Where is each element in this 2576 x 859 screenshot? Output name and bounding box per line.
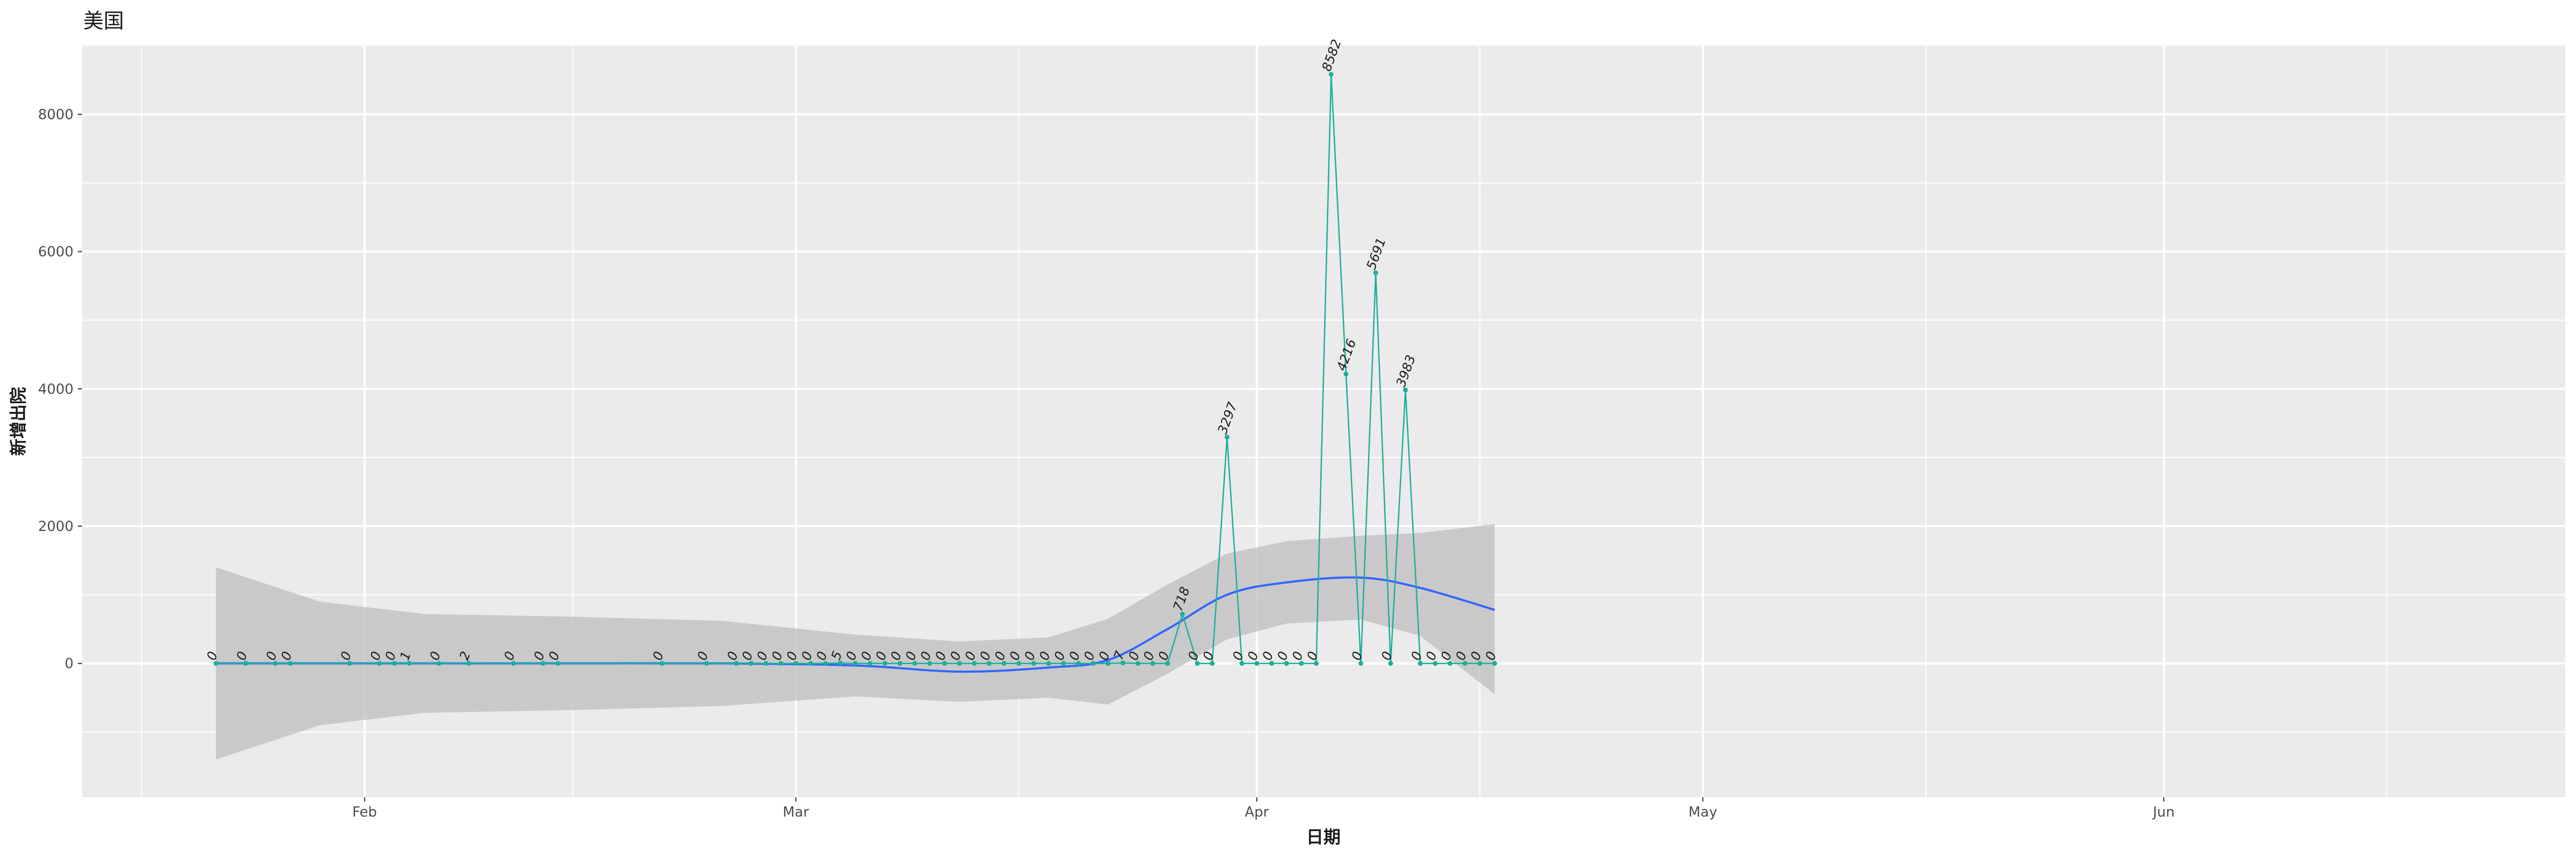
data-point [912,661,918,666]
data-point [1180,612,1185,617]
data-point [540,661,546,666]
x-tick-label: May [1688,804,1717,820]
data-point [660,661,665,666]
data-point [347,661,353,666]
data-point [882,661,888,666]
data-point [957,661,962,666]
data-point [927,661,932,666]
data-point [1120,660,1125,666]
confidence-band [216,524,1495,760]
data-point [1358,661,1364,666]
data-points [213,71,1497,666]
data-point [555,661,561,666]
data-point [1269,661,1275,666]
x-axis-ticks: Feb Mar Apr May Jun [352,797,2175,820]
data-point [466,660,471,666]
data-point [749,661,754,666]
data-point [1328,71,1334,77]
data-point [1314,661,1319,666]
data-point [1210,661,1215,666]
data-point [823,661,828,666]
data-point [1106,661,1111,666]
data-point [734,661,739,666]
data-point [288,661,293,666]
data-point [1432,661,1438,666]
data-point [1061,661,1066,666]
data-point [1388,661,1393,666]
data-point [1239,661,1245,666]
data-point [510,661,516,666]
data-point [1284,661,1289,666]
data-point [392,661,397,666]
data-point [407,661,412,666]
data-point [1373,270,1378,275]
y-axis-title: 新增出院 [8,387,28,456]
data-point [897,661,903,666]
data-point [1299,661,1304,666]
data-point [436,661,442,666]
data-point [1224,434,1230,440]
data-point [971,661,977,666]
grid-lines [82,46,2565,797]
data-point [1046,661,1051,666]
data-point [1195,661,1200,666]
y-tick-label: 8000 [38,107,74,123]
x-tick-label: Feb [352,804,377,820]
data-point [1403,387,1408,392]
data-point [1150,661,1155,666]
y-tick-label: 2000 [38,519,74,535]
data-point [808,661,814,666]
data-point [853,661,858,666]
data-point [213,661,218,666]
data-point [1075,661,1081,666]
y-tick-label: 0 [64,656,74,672]
data-point [1477,661,1482,666]
data-point [1031,661,1036,666]
data-point [704,661,709,666]
data-point [838,660,843,666]
data-point [1016,661,1022,666]
data-point [1343,372,1349,377]
x-tick-label: Mar [782,804,809,820]
data-point [1462,661,1468,666]
data-point [942,661,947,666]
data-point [377,661,382,666]
data-point [1165,661,1170,666]
data-point [764,661,769,666]
y-axis-ticks: 0 2000 4000 6000 8000 [38,107,82,672]
data-point [778,661,784,666]
data-point [1254,661,1260,666]
x-axis-title: 日期 [1306,827,1341,847]
data-point [1447,661,1453,666]
y-tick-label: 6000 [38,244,74,260]
data-point [1492,661,1497,666]
confidence-ribbon [216,524,1495,760]
data-point [273,661,278,666]
chart-title: 美国 [83,9,124,33]
data-point [243,661,248,666]
data-point [1091,661,1096,666]
data-point [867,661,873,666]
y-tick-label: 4000 [38,381,74,397]
x-tick-label: Jun [2152,804,2175,820]
data-point [1418,661,1423,666]
data-point [793,661,799,666]
data-point [1135,661,1140,666]
data-point [986,661,992,666]
x-tick-label: Apr [1245,804,1269,820]
data-point [1001,661,1007,666]
